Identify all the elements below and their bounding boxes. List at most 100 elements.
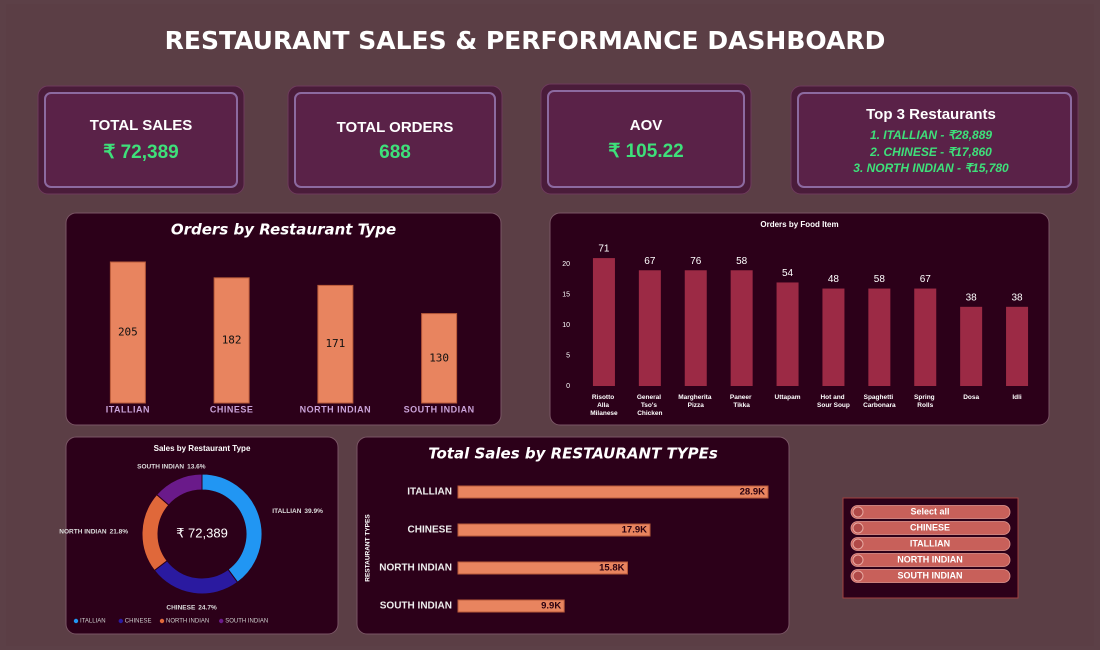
slicer-toggle[interactable] <box>852 522 864 534</box>
slice-value: 24.7% <box>198 604 217 611</box>
bar <box>109 261 146 404</box>
dashboard-title: RESTAURANT SALES & PERFORMANCE DASHBOARD <box>165 26 886 55</box>
y-tick-label: 0 <box>566 383 570 390</box>
data-label: 58 <box>874 274 886 285</box>
bar <box>730 270 753 386</box>
slice-label: SOUTH INDIAN 13.6% <box>137 463 206 470</box>
slice-category: NORTH INDIAN <box>59 528 107 535</box>
slicer-toggle[interactable] <box>852 506 864 518</box>
panel <box>65 436 339 635</box>
data-label: 15.8K <box>599 563 624 574</box>
x-tick-label: Spring Rolls <box>914 394 936 409</box>
kpi-label: TOTAL SALES <box>90 117 193 134</box>
bar <box>914 288 937 386</box>
slice-category: SOUTH INDIAN <box>137 463 184 470</box>
top-item: 2. CHINESE - ₹17,860 <box>869 145 992 159</box>
y-tick-label: 10 <box>562 322 570 329</box>
y-tick-label: NORTH INDIAN <box>379 563 452 574</box>
data-label: 38 <box>966 292 978 303</box>
bar <box>1006 306 1029 386</box>
data-label: 58 <box>736 256 748 267</box>
slicer-label[interactable]: Select all <box>910 506 949 516</box>
panel <box>65 212 502 426</box>
top-title: Top 3 Restaurants <box>866 106 996 123</box>
slicer-item[interactable] <box>850 537 1011 551</box>
data-label: 28.9K <box>740 487 765 498</box>
y-tick-label: CHINESE <box>408 525 453 536</box>
slicer-toggle[interactable] <box>852 554 864 566</box>
data-label: 67 <box>644 256 656 267</box>
slicer-item[interactable] <box>850 521 1011 535</box>
bar <box>868 288 891 386</box>
x-tick-label: NORTH INDIAN <box>300 404 372 414</box>
bar <box>421 313 458 404</box>
bar <box>317 284 354 404</box>
slice-category: ITALLIAN <box>272 508 301 515</box>
data-label: 205 <box>118 326 138 339</box>
legend-swatch <box>219 618 224 624</box>
slice-label: ITALLIAN 39.9% <box>272 508 323 515</box>
kpi-value: 688 <box>379 142 411 163</box>
slicer-item[interactable] <box>850 553 1011 567</box>
x-tick-label: CHINESE <box>210 404 254 414</box>
data-label: 38 <box>1011 292 1023 303</box>
slicer-toggle[interactable] <box>852 538 864 550</box>
legend-label: NORTH INDIAN <box>166 619 209 625</box>
y-tick-label: 15 <box>562 291 570 298</box>
slice-value: 39.9% <box>304 508 323 515</box>
kpi-card-inner <box>547 90 745 188</box>
legend-swatch <box>73 618 79 624</box>
slicer-item[interactable] <box>850 505 1011 519</box>
x-tick-label: Spaghetti Carbonara <box>863 394 896 409</box>
y-tick-label: SOUTH INDIAN <box>380 601 452 612</box>
bar <box>822 288 845 386</box>
slicer-label[interactable]: ITALLIAN <box>910 538 950 548</box>
slicer-label[interactable]: SOUTH INDIAN <box>898 570 963 580</box>
legend-label: SOUTH INDIAN <box>225 619 268 625</box>
chart-title: Orders by Restaurant Type <box>171 221 396 239</box>
data-label: 130 <box>429 351 449 364</box>
x-tick-label: SOUTH INDIAN <box>404 404 475 414</box>
bar <box>457 523 651 537</box>
x-tick-label: Hot and Sour Soup <box>817 394 850 409</box>
data-label: 54 <box>782 268 794 279</box>
y-tick-label: ITALLIAN <box>407 487 452 498</box>
bar <box>457 561 628 575</box>
x-tick-label: Margherita Pizza <box>678 394 713 409</box>
x-tick-label: Paneer Tikka <box>730 394 754 409</box>
chart-title: Total Sales by RESTAURANT TYPEs <box>428 445 718 463</box>
slice-category: CHINESE <box>166 604 196 611</box>
kpi-card-inner <box>44 92 238 188</box>
slicer-toggle[interactable] <box>852 570 864 582</box>
data-label: 182 <box>222 333 242 346</box>
legend-swatch <box>118 618 124 624</box>
x-tick-label: ITALLIAN <box>106 404 150 414</box>
bar <box>213 277 250 404</box>
data-label: 71 <box>598 244 610 255</box>
data-label: 171 <box>325 337 345 350</box>
legend-swatch <box>159 618 165 624</box>
x-tick-label: Dosa <box>963 394 979 401</box>
data-label: 76 <box>690 256 702 267</box>
slicer-item[interactable] <box>850 569 1011 583</box>
y-tick-label: 20 <box>562 261 570 268</box>
data-label: 48 <box>828 274 840 285</box>
bar <box>776 282 799 386</box>
data-label: 67 <box>920 274 932 285</box>
x-tick-label: Uttapam <box>775 394 801 401</box>
bar <box>592 258 615 386</box>
bar <box>457 599 565 613</box>
slicer-label[interactable]: CHINESE <box>910 522 950 532</box>
x-tick-label: Risotto Alla Milanese <box>590 394 618 417</box>
top-item: 3. NORTH INDIAN - ₹15,780 <box>853 161 1009 175</box>
bar <box>457 485 769 499</box>
kpi-value: ₹ 105.22 <box>608 141 683 162</box>
y-tick-label: 5 <box>566 352 570 359</box>
legend-label: ITALLIAN <box>80 619 106 625</box>
slice-value: 13.6% <box>187 463 206 470</box>
data-label: 9.9K <box>541 601 561 612</box>
slicer-label[interactable]: NORTH INDIAN <box>897 554 963 564</box>
bar <box>684 270 707 386</box>
donut-slice <box>156 473 203 506</box>
